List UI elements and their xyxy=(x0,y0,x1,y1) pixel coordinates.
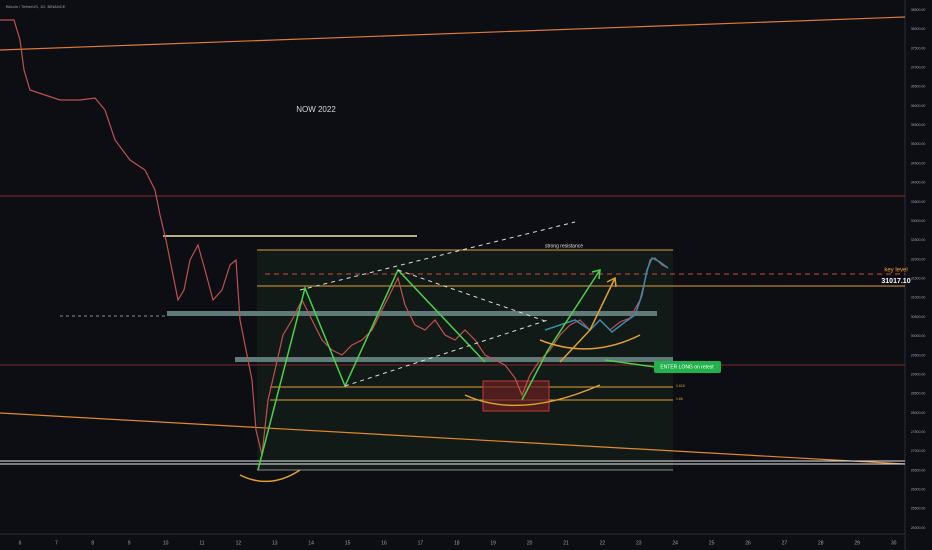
time-axis-label: 29 xyxy=(854,540,860,546)
price-axis-label: 33500.00 xyxy=(911,200,926,204)
fib-label: 0.66 xyxy=(676,397,683,401)
arrow-head xyxy=(591,269,601,280)
price-axis-label: 29000.00 xyxy=(911,372,926,376)
price-axis-label: 37500.00 xyxy=(911,46,926,50)
time-axis-label: 22 xyxy=(600,540,606,546)
entry-label-box xyxy=(654,361,721,373)
projection-series xyxy=(544,256,669,333)
time-axis-label: 18 xyxy=(454,540,460,546)
price-axis-label: 36000.00 xyxy=(911,104,926,108)
time-axis-label: 13 xyxy=(272,540,278,546)
price-axis-label: 25500.00 xyxy=(911,507,926,511)
price-axis-label: 36500.00 xyxy=(911,85,926,89)
arc xyxy=(464,384,601,407)
time-axis-label: 19 xyxy=(490,540,496,546)
price-axis-label: 31000.00 xyxy=(911,296,926,300)
time-axis-label: 12 xyxy=(236,540,242,546)
price-axis-label: 27500.00 xyxy=(911,430,926,434)
price-axis-label: 30500.00 xyxy=(911,315,926,319)
price-axis-label: 28000.00 xyxy=(911,411,926,415)
entry-box xyxy=(482,380,550,412)
time-axis-label: 27 xyxy=(782,540,788,546)
time-axis-label: 21 xyxy=(563,540,569,546)
time-axis-label: 7 xyxy=(55,540,58,546)
price-axis-label: 25000.00 xyxy=(911,526,926,530)
price-axis-label: 27000.00 xyxy=(911,449,926,453)
time-axis-label: 6 xyxy=(19,540,22,546)
price-axis-label: 31500.00 xyxy=(911,277,926,281)
arc xyxy=(539,334,641,350)
price-axis-label: 34500.00 xyxy=(911,161,926,165)
annotation-key-price: 31017.10 xyxy=(881,278,910,285)
price-axis-label: 38500.00 xyxy=(911,8,926,12)
trend-line xyxy=(0,16,906,51)
trend-line xyxy=(0,412,906,465)
arrow-head xyxy=(606,276,617,288)
price-axis-label: 28500.00 xyxy=(911,392,926,396)
time-axis-label: 30 xyxy=(891,540,897,546)
time-axis-label: 26 xyxy=(745,540,751,546)
price-series xyxy=(0,19,669,456)
zone-bar xyxy=(235,357,673,362)
channel-line xyxy=(397,269,549,323)
annotation-now: NOW 2022 xyxy=(296,105,336,114)
time-axis-label: 28 xyxy=(818,540,824,546)
axes: 6 7 8 9 10 11 12 13 14 15 16 17 18 19 20 21 22 23 24 25 26 27… xyxy=(19,8,926,546)
price-axis-label: 30000.00 xyxy=(911,334,926,338)
fib-label: 0.618 xyxy=(676,384,685,388)
price-axis-label: 32000.00 xyxy=(911,257,926,261)
annotation-entry: ENTER LONG on retest xyxy=(660,364,714,370)
annotation-key-level: key level xyxy=(884,268,907,274)
time-axis-label: 14 xyxy=(308,540,314,546)
channel-line xyxy=(344,319,549,387)
time-axis-label: 10 xyxy=(163,540,169,546)
price-axis-label: 33000.00 xyxy=(911,219,926,223)
price-axis-label: 26000.00 xyxy=(911,488,926,492)
arc xyxy=(239,469,301,483)
price-axis-label: 38000.00 xyxy=(911,27,926,31)
time-axis-label: 9 xyxy=(128,540,131,546)
time-axis-label: 20 xyxy=(527,540,533,546)
zone-bar xyxy=(167,311,657,316)
price-axis-label: 29500.00 xyxy=(911,353,926,357)
time-axis-label: 8 xyxy=(91,540,94,546)
time-axis-label: 25 xyxy=(709,540,715,546)
entry-pointer xyxy=(604,359,656,368)
time-axis-label: 17 xyxy=(418,540,424,546)
time-axis-label: 24 xyxy=(672,540,678,546)
symbol-header: Bitcoin / TetherUS, 1D, BINANCE xyxy=(6,4,66,9)
price-axis-label: 37000.00 xyxy=(911,65,926,69)
time-axis-label: 23 xyxy=(636,540,642,546)
price-axis-label: 34000.00 xyxy=(911,181,926,185)
time-axis-label: 11 xyxy=(199,540,204,546)
projection-arrow xyxy=(559,277,616,363)
time-axis-label: 15 xyxy=(345,540,351,546)
price-axis-label: 32500.00 xyxy=(911,238,926,242)
projection-arrow xyxy=(521,269,601,401)
price-axis-label: 35500.00 xyxy=(911,123,926,127)
price-axis-label: 26500.00 xyxy=(911,468,926,472)
annotation-resistance: strong resistance xyxy=(545,243,583,249)
price-axis-label: 35000.00 xyxy=(911,142,926,146)
time-axis-label: 16 xyxy=(381,540,387,546)
